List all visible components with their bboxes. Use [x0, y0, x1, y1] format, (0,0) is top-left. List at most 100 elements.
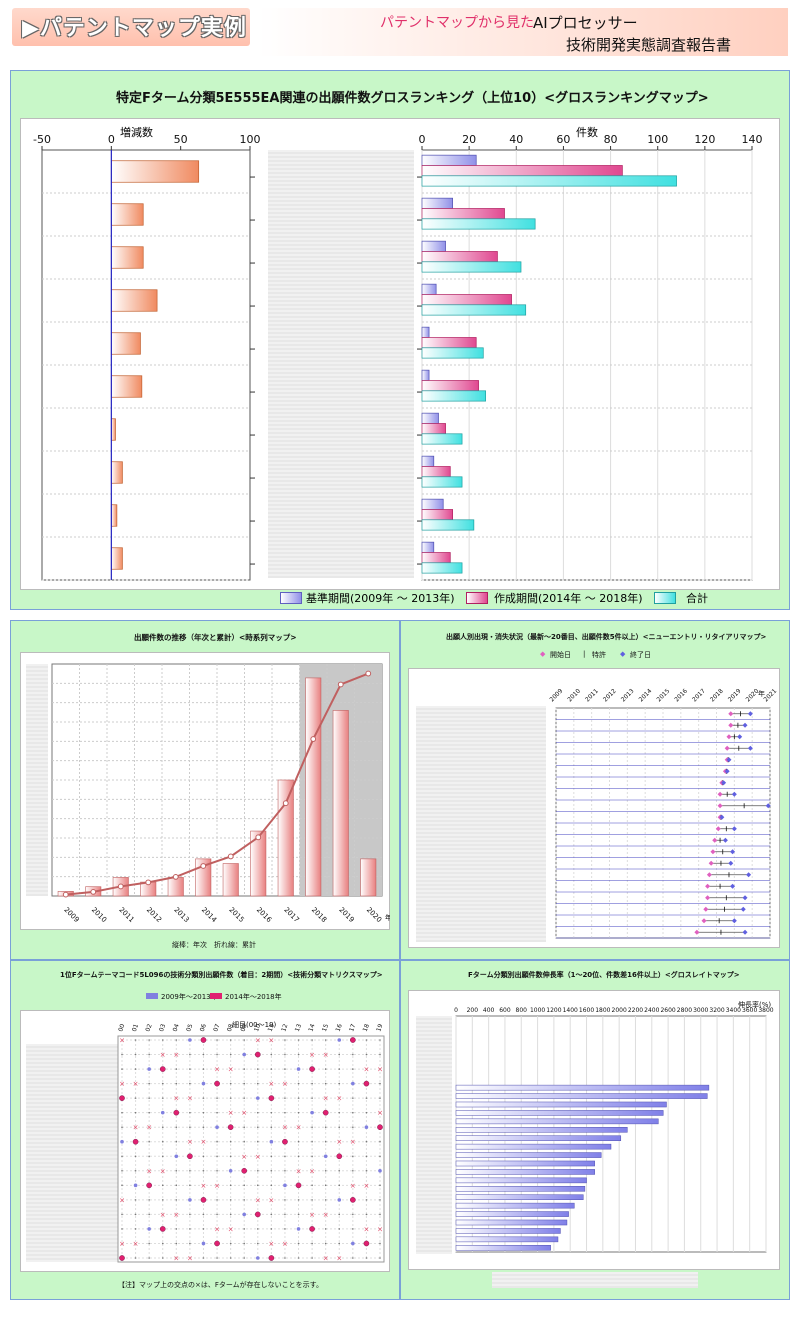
- matrix-dot: [202, 1068, 205, 1070]
- matrix-dot: [256, 1170, 259, 1172]
- matrix-dot: [324, 1126, 327, 1128]
- matrix-none-mark: ×: [119, 1196, 125, 1204]
- matrix-chart: 00 01 02 03 04 05 06 07 08 09 10 11 12 13 14 15 16 17 18 19…: [117, 1023, 385, 1263]
- matrix-dot: [216, 1155, 218, 1158]
- count-tick-label: 80: [604, 133, 618, 146]
- growthrate-tick-label: 1200: [546, 1007, 561, 1014]
- matrix-dot: [311, 1257, 313, 1259]
- entry-year-label: 2019: [727, 688, 743, 704]
- matrix-bubble: [268, 1255, 275, 1261]
- matrix-none-mark: ×: [214, 1225, 220, 1233]
- count-bar-create: [421, 165, 623, 177]
- matrix-none-mark: ×: [309, 1167, 315, 1175]
- matrix-bubble-base: [364, 1125, 369, 1129]
- matrix-dot: [161, 1097, 164, 1099]
- growthrate-tick-label: 3600: [742, 1007, 757, 1014]
- matrix-dot: [270, 1170, 273, 1172]
- matrix-legend-1: 2009年～2013年: [161, 993, 218, 1001]
- ts-year-label: 2016: [255, 906, 274, 925]
- matrix-none-mark: ×: [119, 1037, 125, 1045]
- matrix-bubble-base: [201, 1081, 206, 1086]
- matrix-dot: [352, 1257, 354, 1259]
- growthrate-tick-label: 1000: [530, 1007, 545, 1014]
- matrix-none-mark: ×: [160, 1167, 166, 1175]
- matrix-none-mark: ×: [201, 1138, 207, 1146]
- ts-cumulative-point: [310, 736, 317, 742]
- entry-start-marker: [705, 895, 711, 901]
- matrix-none-mark: ×: [160, 1051, 166, 1059]
- matrix-dot: [284, 1097, 286, 1099]
- matrix-dot: [379, 1053, 381, 1056]
- matrix-bubble: [200, 1197, 207, 1203]
- ts-cumulative-point: [200, 863, 207, 869]
- ranking-title: 特定Fターム分類5E555EA関連の出願件数グロスランキング（上位10）<グロス…: [116, 91, 709, 106]
- legend-create: 作成期間(2014年 ～ 2018年): [494, 592, 643, 605]
- matrix-bubble: [268, 1095, 275, 1101]
- matrix-dot: [338, 1082, 341, 1085]
- matrix-dot: [284, 1053, 286, 1056]
- matrix-bubble: [363, 1240, 370, 1247]
- entry-end-marker: [728, 860, 734, 866]
- matrix-dot: [148, 1213, 150, 1216]
- matrix-dot: [352, 1111, 354, 1114]
- matrix-col-label: 07: [212, 1023, 221, 1033]
- count-bar-total: [421, 218, 536, 230]
- matrix-dot: [379, 1140, 381, 1143]
- matrix-bubble-base: [351, 1241, 355, 1246]
- entry-end-marker: [746, 872, 752, 878]
- matrix-col-label: 18: [362, 1023, 371, 1033]
- entry-start-marker: [726, 734, 732, 740]
- matrix-none-mark: ×: [296, 1124, 302, 1132]
- matrix-dot: [175, 1228, 178, 1230]
- matrix-bubble-base: [269, 1139, 274, 1144]
- matrix-bubble: [214, 1080, 220, 1087]
- count-bar-total: [421, 519, 475, 531]
- matrix-dot: [297, 1140, 300, 1143]
- matrix-none-mark: ×: [133, 1080, 139, 1088]
- matrix-dot: [148, 1155, 150, 1158]
- matrix-dot: [352, 1155, 354, 1158]
- matrix-dot: [284, 1170, 286, 1172]
- matrix-dot: [189, 1111, 191, 1114]
- matrix-dot: [148, 1199, 150, 1201]
- matrix-bubble-base: [255, 1256, 260, 1260]
- matrix-dot: [134, 1257, 137, 1259]
- subtitle-pink: パテントマップから見た: [380, 15, 534, 31]
- ts-cumulative-point: [365, 670, 372, 677]
- matrix-none-mark: ×: [119, 1240, 125, 1248]
- matrix-none-mark: ×: [146, 1124, 152, 1132]
- ts-yearly-bar: [305, 677, 322, 897]
- ts-yearly-bar: [222, 863, 239, 897]
- matrix-dot: [148, 1039, 150, 1041]
- matrix-dot: [229, 1039, 232, 1041]
- matrix-none-mark: ×: [323, 1095, 329, 1103]
- matrix-dot: [148, 1097, 150, 1099]
- entry-applicant-column: [416, 706, 546, 942]
- growthrate-bar: [455, 1245, 551, 1251]
- timeseries-footer: 縦棒：年次 折れ線：累計: [172, 941, 256, 949]
- matrix-none-mark: ×: [377, 1225, 383, 1233]
- matrix-dot: [229, 1082, 232, 1085]
- entry-end-marker: [747, 711, 753, 717]
- matrix-none-mark: ×: [336, 1138, 342, 1146]
- matrix-bubble-base: [351, 1081, 355, 1086]
- matrix-none-mark: ×: [309, 1211, 315, 1219]
- ts-cumulative-line: [65, 672, 369, 896]
- matrix-dot: [338, 1053, 341, 1056]
- growthrate-tick-label: 3000: [693, 1007, 708, 1014]
- matrix-bubble-base: [242, 1212, 247, 1217]
- matrix-none-mark: ×: [187, 1255, 193, 1263]
- matrix-bubble-base: [242, 1052, 247, 1057]
- ts-year-label: 2019: [337, 906, 355, 924]
- matrix-dot: [256, 1228, 259, 1230]
- matrix-none-mark: ×: [323, 1211, 329, 1219]
- count-bar-base: [421, 240, 446, 252]
- matrix-dot: [338, 1228, 341, 1230]
- growth-bar: [110, 332, 141, 355]
- matrix-dot: [338, 1242, 341, 1245]
- ts-cumulative-point: [145, 879, 152, 886]
- entry-legend-start: 開始日: [550, 651, 571, 659]
- count-bar-create: [421, 251, 498, 263]
- ts-cumulative-point: [227, 853, 234, 860]
- matrix-bubble: [132, 1138, 139, 1145]
